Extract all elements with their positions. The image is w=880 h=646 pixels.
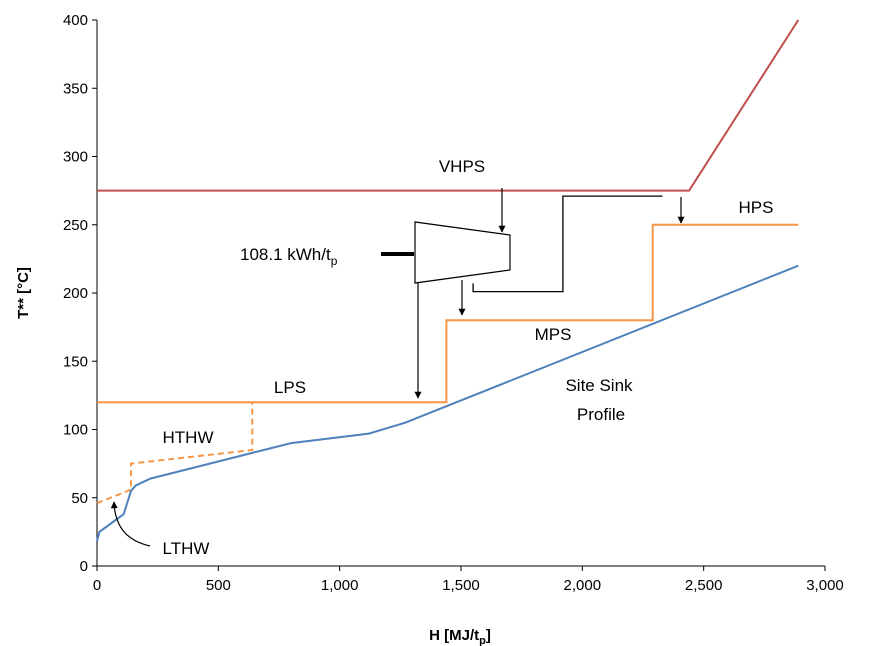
label-lps: LPS: [274, 378, 306, 397]
series-lthw_hthw: [96, 402, 254, 505]
series-steam_mains: [97, 223, 799, 404]
x-tick-label: 2,000: [564, 577, 602, 594]
x-tick-label: 3,000: [806, 577, 844, 594]
label-lthw: LTHW: [163, 539, 210, 558]
label-sink-line1: Site Sink: [565, 376, 633, 395]
turbine-body: [414, 221, 511, 284]
series-sink: [96, 264, 799, 542]
x-axis-title: H [MJ/tp]: [429, 627, 491, 646]
label-mps: MPS: [535, 325, 572, 344]
turbine-diagram: [110, 188, 685, 547]
y-tick-label: 250: [63, 217, 88, 234]
label-power: 108.1 kWh/tp: [240, 245, 338, 268]
series-vhps: [97, 19, 800, 192]
annotations: VHPS HPS MPS LPS HTHW LTHW Site Sink Pro…: [163, 157, 774, 558]
y-tick-label: 200: [63, 285, 88, 302]
x-tick-label: 500: [206, 577, 231, 594]
x-tick-label: 0: [93, 577, 101, 594]
label-sink-line2: Profile: [577, 405, 625, 424]
lthw-pointer-arrow: [110, 501, 151, 547]
y-tick-label: 400: [63, 12, 88, 29]
y-tick-label: 100: [63, 422, 88, 439]
label-vhps: VHPS: [439, 157, 485, 176]
y-tick-label: 350: [63, 80, 88, 97]
y-tick-label: 300: [63, 149, 88, 166]
y-tick-label: 150: [63, 353, 88, 370]
x-tick-label: 1,500: [442, 577, 480, 594]
series-layer: [96, 19, 800, 542]
series-turbine_flow: [472, 195, 663, 293]
x-tick-label: 2,500: [685, 577, 723, 594]
y-axis: 0 50 100 150 200 250 300 350 400: [63, 12, 98, 575]
label-hps: HPS: [739, 198, 774, 217]
y-axis-title: T** [°C]: [15, 267, 32, 319]
label-hthw: HTHW: [163, 428, 214, 447]
x-tick-label: 1,000: [321, 577, 359, 594]
y-tick-label: 50: [71, 490, 88, 507]
x-axis: 0 500 1,000 1,500 2,000 2,500 3,000: [93, 565, 844, 594]
y-tick-label: 0: [80, 558, 88, 575]
